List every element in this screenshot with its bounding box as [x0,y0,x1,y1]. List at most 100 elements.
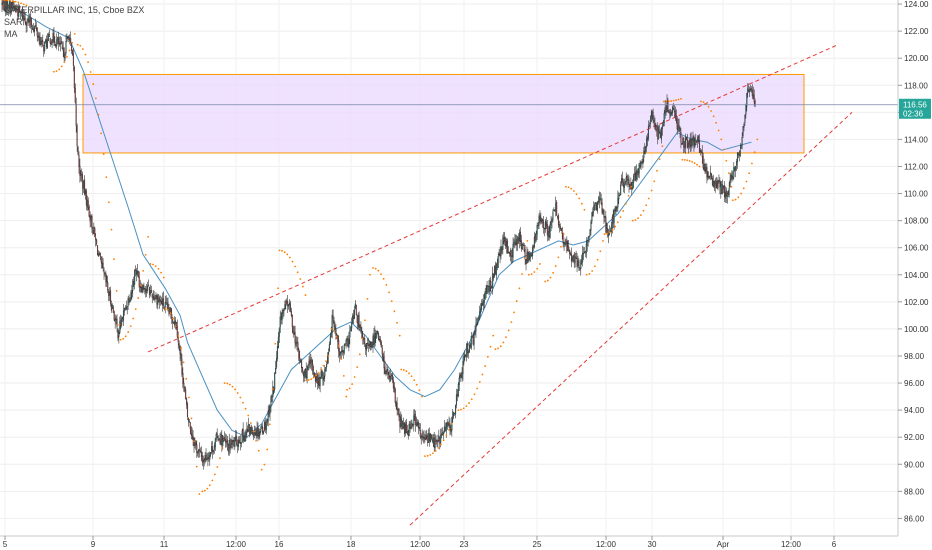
candle-down [9,1,11,12]
candle-up [729,179,731,188]
candle-down [49,38,51,44]
candle-down [81,174,83,179]
candle-up [15,8,17,10]
candle-up [413,415,415,426]
candle-up [149,290,151,295]
candle-up [213,445,215,450]
candle-down [78,154,80,167]
candle-down [103,269,105,273]
sar-dot [731,199,734,202]
sar-dot [393,310,396,313]
sar-dot [460,408,462,411]
candle-up [119,321,121,333]
sar-dot [366,298,369,300]
ma-indicator-label[interactable]: MA [4,29,18,39]
sar-indicator-label[interactable]: SAR [4,17,23,27]
sar-dot [722,148,725,151]
candle-up [547,231,549,237]
candle-down [665,108,667,113]
candle-up [123,308,125,312]
candle-down [28,18,30,23]
candle-up [506,241,508,248]
candle-up [575,257,577,259]
candle-down [460,374,462,377]
candle-down [407,432,409,435]
sar-dot [527,273,530,276]
sar-dot [437,447,440,449]
sar-dot [291,260,294,263]
sar-dot [185,377,188,380]
candle-down [654,123,656,129]
candle-down [151,294,153,298]
candle-up [86,199,88,207]
candle-up [279,316,281,328]
sar-dot [169,312,172,314]
sar-dot [3,0,6,1]
sar-dot [481,373,484,376]
candle-up [56,39,58,46]
sar-dot [675,99,677,102]
candle-down [561,227,563,234]
sar-dot [348,387,351,390]
sar-dot [206,487,209,490]
time-tick-label: 12:00 [226,540,247,549]
candle-down [297,341,299,351]
candle-up [560,228,562,230]
candle-up [244,435,246,442]
candle-up [114,318,116,322]
price-tick-label: 94.00 [904,406,925,415]
sar-dot [208,484,211,487]
candle-down [637,173,639,175]
sar-dot [113,258,115,261]
candle-up [473,334,475,345]
candle-up [509,251,511,254]
sar-dot [530,273,533,275]
candle-down [239,441,241,444]
sar-dot [247,414,250,417]
candle-down [667,100,669,112]
candle-down [262,427,264,434]
candle-down [48,34,50,37]
candle-down [674,110,676,117]
candle-down [116,319,118,328]
candle-up [599,198,601,200]
candle-up [585,243,587,254]
candle-down [391,374,394,381]
sar-dot [134,308,137,311]
candle-down [340,351,343,353]
candle-down [419,429,421,437]
symbol-title: CATERPILLAR INC, 15, Cboe BZX [4,5,145,15]
candle-down [201,455,203,463]
candle-up [535,232,537,240]
candle-down [168,308,170,314]
candle-up [712,181,714,187]
sar-dot [494,348,497,351]
candle-up [327,355,329,364]
candle-down [43,45,45,52]
candle-down [471,336,473,338]
candle-down [107,282,109,291]
candle-up [122,310,125,321]
candle-down [3,0,5,10]
candle-down [211,446,214,453]
candle-up [132,281,134,291]
candle-down [255,433,257,436]
sar-dot [105,176,108,178]
sar-dot [361,337,364,340]
candle-down [113,311,115,321]
candle-up [237,444,239,447]
candle-up [672,106,674,113]
candle-up [80,174,82,176]
trend-lines [147,44,853,526]
candle-down [99,252,101,257]
candle-down [494,265,496,274]
candle-down [518,237,520,241]
candle-up [459,375,461,379]
sar-dot [118,323,121,326]
candle-up [20,11,23,13]
sar-dot [742,187,745,190]
candle-down [296,341,298,344]
sar-dot [727,172,730,175]
candle-down [60,41,62,45]
